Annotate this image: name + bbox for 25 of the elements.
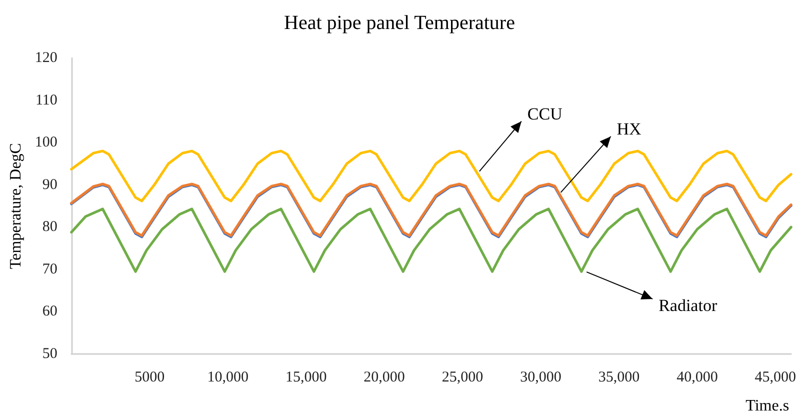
y-tick-label: 50 [42,346,58,362]
x-tick-label: 45,000 [754,370,796,386]
annotation: Radiator [658,296,718,315]
x-tick-label: 30,000 [520,370,562,386]
y-tick-label: 80 [42,219,58,236]
x-tick-label: 20,000 [364,370,405,386]
y-tick-label: 120 [34,50,58,66]
y-tick-label: 90 [42,176,58,193]
x-tick-label: 15,000 [285,370,327,386]
x-tick-label: 5000 [134,370,165,386]
line-series [70,208,792,273]
line-series [70,150,792,202]
y-axis-title: Temperature, DegC [8,143,24,269]
y-tick-label: 70 [42,261,58,278]
chart-title: Heat pipe panel Temperature [284,12,516,34]
y-tick-label: 110 [35,92,58,108]
x-tick-label: 10,000 [207,370,248,386]
y-tick-label: 60 [42,304,58,320]
x-tick-label: 35,000 [598,370,640,386]
x-tick-label: 40,000 [676,370,718,386]
annotation: CCU [527,104,562,124]
x-axis-title: Time.s [746,398,790,414]
y-tick-label: 100 [34,134,58,151]
x-tick-label: 25,000 [442,370,484,386]
annotation: HX [616,119,642,138]
